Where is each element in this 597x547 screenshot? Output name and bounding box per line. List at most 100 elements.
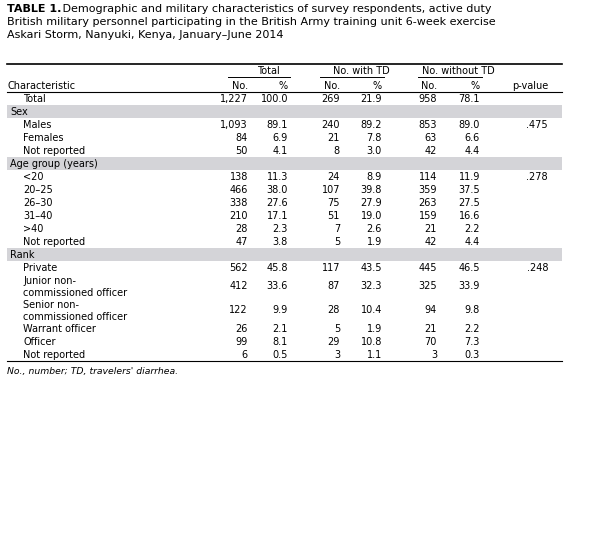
Text: 0.3: 0.3	[464, 350, 480, 360]
Text: commissioned officer: commissioned officer	[23, 288, 127, 298]
Text: Characteristic: Characteristic	[7, 81, 75, 91]
Text: .278: .278	[527, 172, 548, 182]
Text: 7.8: 7.8	[367, 133, 382, 143]
Text: 27.9: 27.9	[361, 198, 382, 208]
Text: 42: 42	[424, 146, 437, 156]
Text: 89.0: 89.0	[458, 120, 480, 130]
Text: 1,227: 1,227	[220, 94, 248, 104]
Text: commissioned officer: commissioned officer	[23, 312, 127, 322]
Text: 21.9: 21.9	[361, 94, 382, 104]
Text: 5: 5	[334, 324, 340, 334]
Text: 2.6: 2.6	[367, 224, 382, 234]
Text: 445: 445	[418, 263, 437, 273]
Text: p-value: p-value	[512, 81, 548, 91]
Text: .248: .248	[527, 263, 548, 273]
Text: %: %	[373, 81, 382, 91]
Text: No.: No.	[421, 81, 437, 91]
Text: Junior non-: Junior non-	[23, 276, 76, 286]
Text: 7: 7	[334, 224, 340, 234]
Text: No.: No.	[324, 81, 340, 91]
Text: 114: 114	[418, 172, 437, 182]
Text: 1.1: 1.1	[367, 350, 382, 360]
Bar	[7, 157, 562, 170]
Text: %: %	[279, 81, 288, 91]
Text: 4.4: 4.4	[464, 146, 480, 156]
Text: 24: 24	[328, 172, 340, 182]
Text: 0.5: 0.5	[273, 350, 288, 360]
Text: 21: 21	[328, 133, 340, 143]
Text: Total: Total	[23, 94, 46, 104]
Text: 240: 240	[322, 120, 340, 130]
Text: 21: 21	[424, 224, 437, 234]
Text: Askari Storm, Nanyuki, Kenya, January–June 2014: Askari Storm, Nanyuki, Kenya, January–Ju…	[7, 30, 284, 40]
Text: 89.1: 89.1	[267, 120, 288, 130]
Text: Private: Private	[23, 263, 57, 273]
Text: Warrant officer: Warrant officer	[23, 324, 96, 334]
Text: 8: 8	[334, 146, 340, 156]
Text: 3: 3	[334, 350, 340, 360]
Text: 466: 466	[230, 185, 248, 195]
Text: 89.2: 89.2	[361, 120, 382, 130]
Text: Demographic and military characteristics of survey respondents, active duty: Demographic and military characteristics…	[59, 4, 491, 14]
Text: 43.5: 43.5	[361, 263, 382, 273]
Text: 263: 263	[418, 198, 437, 208]
Text: 19.0: 19.0	[361, 211, 382, 221]
Text: 84: 84	[236, 133, 248, 143]
Text: 8.9: 8.9	[367, 172, 382, 182]
Text: 33.6: 33.6	[267, 281, 288, 291]
Text: 958: 958	[418, 94, 437, 104]
Bar	[7, 248, 562, 261]
Text: British military personnel participating in the British Army training unit 6-wee: British military personnel participating…	[7, 17, 496, 27]
Text: 51: 51	[328, 211, 340, 221]
Text: No. without TD: No. without TD	[421, 66, 494, 76]
Text: 7.3: 7.3	[464, 337, 480, 347]
Text: Senior non-: Senior non-	[23, 300, 79, 310]
Text: 33.9: 33.9	[458, 281, 480, 291]
Text: 1.9: 1.9	[367, 237, 382, 247]
Text: 9.9: 9.9	[273, 305, 288, 315]
Text: 99: 99	[236, 337, 248, 347]
Text: 210: 210	[229, 211, 248, 221]
Text: 2.2: 2.2	[464, 324, 480, 334]
Text: 3: 3	[431, 350, 437, 360]
Text: 359: 359	[418, 185, 437, 195]
Text: 16.6: 16.6	[458, 211, 480, 221]
Text: 325: 325	[418, 281, 437, 291]
Text: 63: 63	[424, 133, 437, 143]
Text: 29: 29	[328, 337, 340, 347]
Text: .475: .475	[527, 120, 548, 130]
Text: 9.8: 9.8	[464, 305, 480, 315]
Text: 6.9: 6.9	[273, 133, 288, 143]
Text: No.: No.	[232, 81, 248, 91]
Text: 2.3: 2.3	[273, 224, 288, 234]
Text: 3.8: 3.8	[273, 237, 288, 247]
Text: 138: 138	[230, 172, 248, 182]
Text: 8.1: 8.1	[273, 337, 288, 347]
Text: 38.0: 38.0	[267, 185, 288, 195]
Text: 117: 117	[322, 263, 340, 273]
Text: 10.4: 10.4	[361, 305, 382, 315]
Text: No. with TD: No. with TD	[333, 66, 389, 76]
Text: 27.5: 27.5	[458, 198, 480, 208]
Text: 338: 338	[230, 198, 248, 208]
Text: No., number; TD, travelers' diarrhea.: No., number; TD, travelers' diarrhea.	[7, 367, 178, 376]
Text: 27.6: 27.6	[266, 198, 288, 208]
Text: 70: 70	[424, 337, 437, 347]
Text: 26: 26	[236, 324, 248, 334]
Text: Males: Males	[23, 120, 51, 130]
Text: Females: Females	[23, 133, 63, 143]
Text: 42: 42	[424, 237, 437, 247]
Text: 11.3: 11.3	[267, 172, 288, 182]
Text: Rank: Rank	[10, 250, 35, 260]
Text: Total: Total	[257, 66, 279, 76]
Text: Not reported: Not reported	[23, 146, 85, 156]
Text: 1.9: 1.9	[367, 324, 382, 334]
Text: 28: 28	[236, 224, 248, 234]
Text: 45.8: 45.8	[266, 263, 288, 273]
Text: 100.0: 100.0	[260, 94, 288, 104]
Text: 2.2: 2.2	[464, 224, 480, 234]
Text: 412: 412	[229, 281, 248, 291]
Text: 46.5: 46.5	[458, 263, 480, 273]
Text: 5: 5	[334, 237, 340, 247]
Text: Age group (years): Age group (years)	[10, 159, 98, 169]
